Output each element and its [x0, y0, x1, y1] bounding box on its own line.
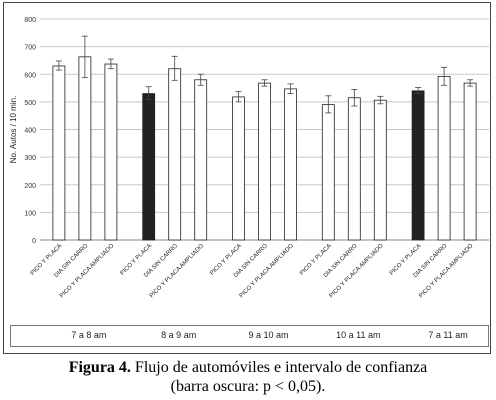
y-tick-label: 300	[24, 155, 36, 162]
x-category-label: PICO Y PLACA AMPLIADO	[239, 243, 295, 299]
caption-line2: (barra oscura: p < 0,05).	[170, 378, 326, 395]
bar	[321, 104, 335, 241]
group-label: 8 a 9 am	[161, 330, 197, 340]
bar	[104, 63, 118, 241]
y-tick-label: 400	[24, 128, 36, 135]
x-category-label: PICO Y PLACA AMPLIADO	[59, 243, 115, 299]
bar-chart: 0 100 200 300 400 500 600 700 800 No. Autos / 10 …	[9, 17, 489, 299]
x-category-label: PICO Y PLACA AMPLIADO	[149, 243, 205, 299]
bar	[347, 97, 361, 241]
y-tick-label: 800	[24, 17, 36, 24]
bar	[52, 65, 66, 241]
bar	[258, 82, 271, 241]
bar	[373, 99, 387, 241]
caption-line1: Flujo de automóviles e intervalo de conf…	[134, 359, 428, 376]
y-tick-label: 200	[24, 183, 36, 190]
y-axis-label: No. Autos / 10 min.	[9, 96, 18, 164]
y-tick-label: 500	[24, 100, 36, 107]
bar	[232, 96, 245, 241]
y-tick-label: 100	[24, 210, 36, 217]
caption-label: Figura 4.	[68, 359, 131, 376]
group-label: 7 a 8 am	[71, 330, 107, 340]
group-label: 10 a 11 am	[336, 330, 381, 340]
bar	[437, 76, 451, 241]
bar	[142, 93, 156, 241]
x-category-label: PICO Y PLACA AMPLIADO	[329, 243, 385, 299]
figure-caption: Figura 4. Flujo de automóviles e interva…	[0, 358, 496, 396]
bar	[463, 82, 477, 241]
y-tick-label: 700	[24, 45, 36, 52]
bar	[78, 56, 92, 241]
bar	[168, 68, 182, 241]
group-labels-strip: 7 a 8 am 8 a 9 am 9 a 10 am 10 a 11 am 7 a 1…	[10, 325, 489, 347]
bar	[284, 88, 297, 241]
bar	[411, 90, 425, 241]
x-category-label: PICO Y PLACA AMPLIADO	[418, 243, 474, 299]
figure-frame: 0 100 200 300 400 500 600 700 800 No. Autos / 10 …	[3, 2, 491, 354]
group-label: 9 a 10 am	[248, 330, 289, 340]
group-label: 7 a 11 am	[428, 330, 468, 340]
y-tick-label: 600	[24, 72, 36, 79]
y-tick-label: 0	[32, 238, 36, 245]
bar	[194, 79, 208, 241]
